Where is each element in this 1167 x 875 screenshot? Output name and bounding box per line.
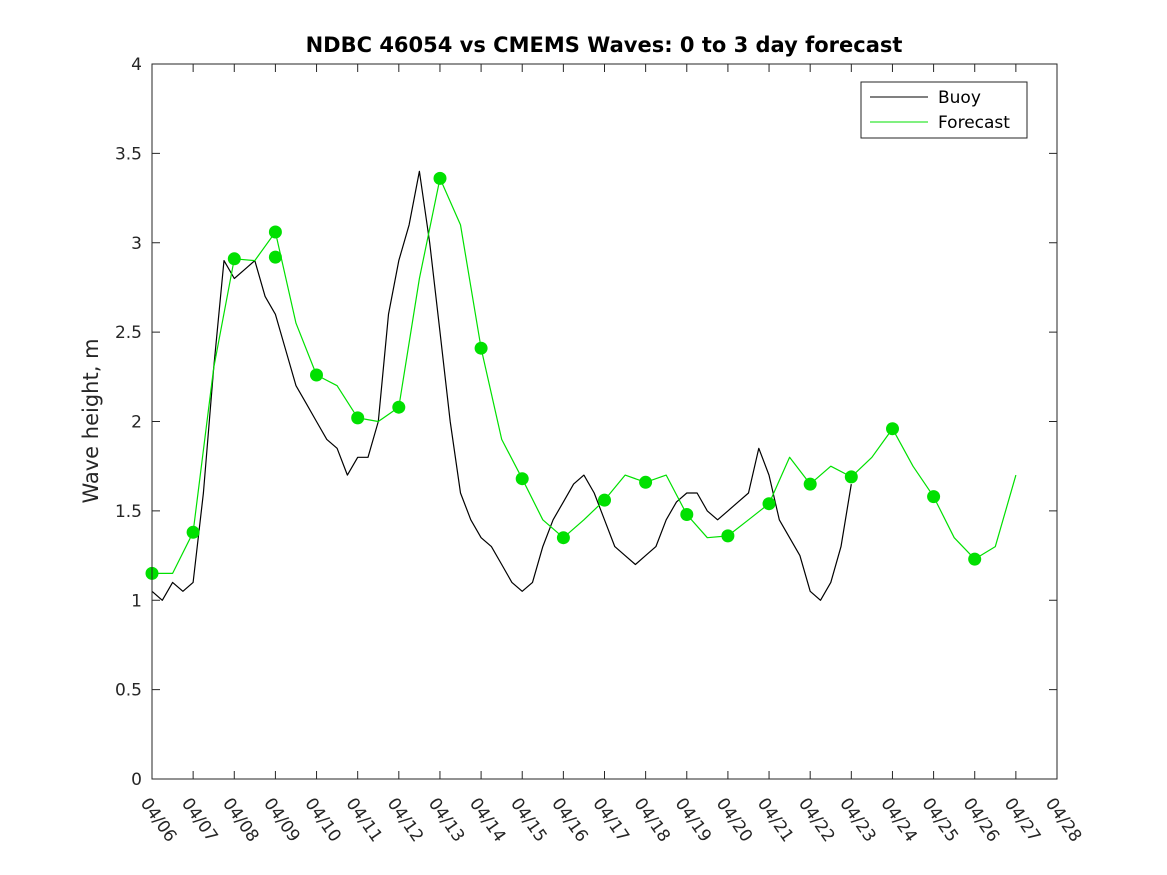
- y-tick-label: 0: [131, 770, 142, 790]
- x-tick-label: 04/25: [917, 794, 961, 846]
- forecast-marker: [968, 552, 982, 566]
- forecast-marker: [803, 477, 817, 491]
- series-line-buoy: [151, 170, 852, 601]
- forecast-marker: [927, 490, 941, 504]
- x-tick-label: 04/18: [630, 794, 674, 846]
- legend-box: [860, 81, 1028, 139]
- x-tick-label: 04/15: [506, 794, 550, 846]
- x-tick-label: 04/19: [671, 794, 715, 846]
- forecast-marker: [310, 368, 323, 382]
- y-tick-label: 1: [131, 591, 142, 611]
- x-tick-label: 04/12: [383, 794, 427, 846]
- forecast-marker: [351, 411, 365, 425]
- x-tick-label: 04/26: [959, 794, 1003, 846]
- x-tick-label: 04/07: [177, 794, 221, 846]
- x-tick-label: 04/20: [712, 794, 756, 846]
- y-tick-label: 0.5: [115, 681, 142, 701]
- x-tick-label: 04/10: [300, 794, 344, 846]
- forecast-marker: [474, 341, 488, 355]
- legend-label-buoy: Buoy: [938, 88, 981, 108]
- x-tick-label: 04/13: [424, 794, 468, 846]
- x-tick-label: 04/22: [794, 794, 838, 846]
- y-tick-label: 3.5: [115, 144, 142, 164]
- marker-layer: [145, 171, 982, 580]
- forecast-marker: [392, 400, 406, 414]
- forecast-marker: [639, 475, 653, 489]
- y-axis-label: Wave height, m: [79, 338, 103, 503]
- x-tick-label: 04/11: [342, 794, 386, 846]
- x-tick-label: 04/23: [835, 794, 879, 846]
- forecast-marker: [844, 470, 858, 484]
- forecast-marker: [268, 225, 282, 239]
- forecast-marker: [886, 422, 899, 436]
- y-tick-label: 2: [131, 413, 142, 433]
- x-tick-label: 04/08: [218, 794, 262, 846]
- forecast-marker: [721, 529, 735, 543]
- series-line-forecast: [152, 177, 1017, 575]
- forecast-marker: [268, 250, 282, 264]
- x-tick-label: 04/09: [259, 794, 303, 846]
- forecast-marker: [598, 493, 611, 507]
- forecast-marker: [227, 252, 241, 266]
- forecast-marker: [515, 472, 529, 486]
- x-tick-label: 04/24: [876, 794, 920, 846]
- forecast-marker: [186, 525, 200, 539]
- y-tick-label: 2.5: [115, 323, 142, 343]
- x-tick-label: 04/16: [547, 794, 591, 846]
- forecast-marker: [680, 508, 694, 521]
- x-tick-label: 04/17: [588, 794, 632, 846]
- x-tick-label: 04/06: [136, 794, 180, 846]
- forecast-marker: [433, 171, 447, 185]
- y-tick-label: 3: [131, 234, 142, 254]
- plot-area: [152, 64, 1057, 779]
- x-tick-label: 04/14: [465, 794, 509, 846]
- x-tick-label: 04/21: [753, 794, 797, 846]
- forecast-marker: [556, 531, 570, 545]
- forecast-marker: [762, 497, 776, 511]
- legend: Buoy Forecast: [860, 81, 1028, 139]
- legend-label-forecast: Forecast: [938, 113, 1010, 133]
- series-layer: [151, 170, 1017, 601]
- y-tick-label: 1.5: [115, 502, 142, 522]
- y-tick-label: 4: [131, 55, 142, 75]
- x-tick-label: 04/28: [1041, 794, 1085, 846]
- chart-title: NDBC 46054 vs CMEMS Waves: 0 to 3 day fo…: [306, 33, 903, 57]
- x-tick-label: 04/27: [1000, 794, 1044, 846]
